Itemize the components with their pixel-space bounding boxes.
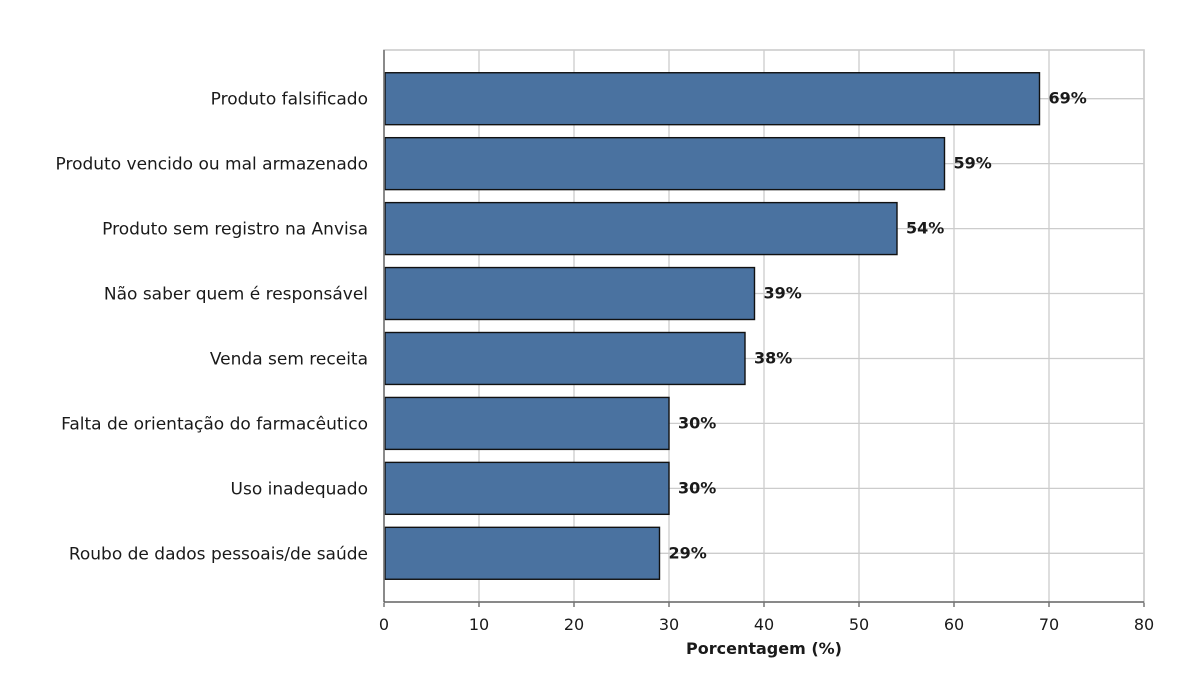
category-label: Produto vencido ou mal armazenado (56, 155, 369, 175)
bars-layer (384, 72, 1041, 580)
bar (384, 526, 661, 580)
bar (384, 331, 746, 386)
bar (384, 266, 756, 321)
bar (384, 396, 670, 451)
value-label: 69% (1049, 89, 1087, 108)
value-label: 29% (669, 543, 707, 562)
category-label: Não saber quem é responsável (104, 285, 368, 305)
bar (384, 201, 898, 256)
bar (384, 136, 946, 191)
x-tick-label: 0 (379, 615, 389, 634)
grid-layer (383, 50, 1145, 602)
category-label: Venda sem receita (210, 349, 368, 369)
category-label: Uso inadequado (231, 479, 368, 499)
x-tick-label: 70 (1039, 615, 1059, 634)
labels-layer: 0 10 20 30 40 50 60 70 80 Produto falsificado 69% P… (56, 89, 1155, 634)
x-tick-label: 50 (849, 615, 869, 634)
x-tick-label: 20 (564, 615, 584, 634)
x-tick-label: 60 (944, 615, 964, 634)
value-label: 30% (678, 478, 716, 497)
value-label: 39% (764, 284, 802, 303)
bar (384, 72, 1041, 126)
value-label: 30% (678, 413, 716, 432)
category-label: Produto falsificado (211, 90, 368, 110)
x-tick-label: 80 (1134, 615, 1154, 634)
x-tick-label: 40 (754, 615, 774, 634)
category-label: Falta de orientação do farmacêutico (61, 414, 368, 434)
category-label: Roubo de dados pessoais/de saúde (69, 544, 368, 564)
x-axis-title: Porcentagem (%) (686, 639, 842, 658)
category-label: Produto sem registro na Anvisa (102, 220, 368, 240)
value-label: 54% (906, 219, 944, 238)
value-label: 59% (954, 154, 992, 173)
bar (384, 461, 670, 516)
value-label: 38% (754, 348, 792, 367)
x-tick-label: 30 (659, 615, 679, 634)
x-tick-label: 10 (469, 615, 489, 634)
plot-frame (383, 49, 1145, 607)
